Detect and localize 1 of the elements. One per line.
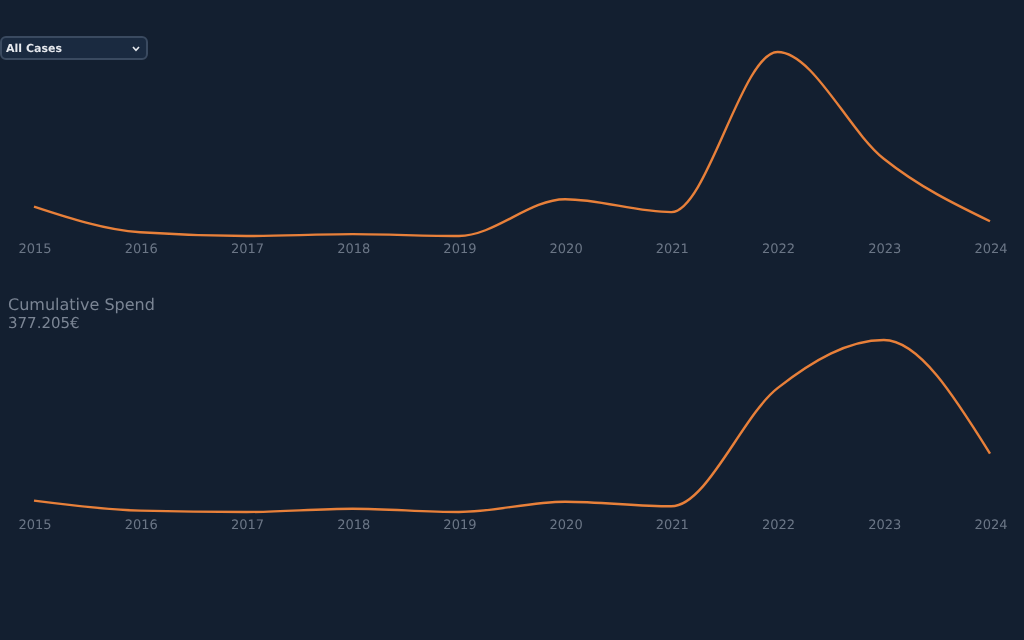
chart-title: Cumulative Spend (8, 295, 155, 314)
